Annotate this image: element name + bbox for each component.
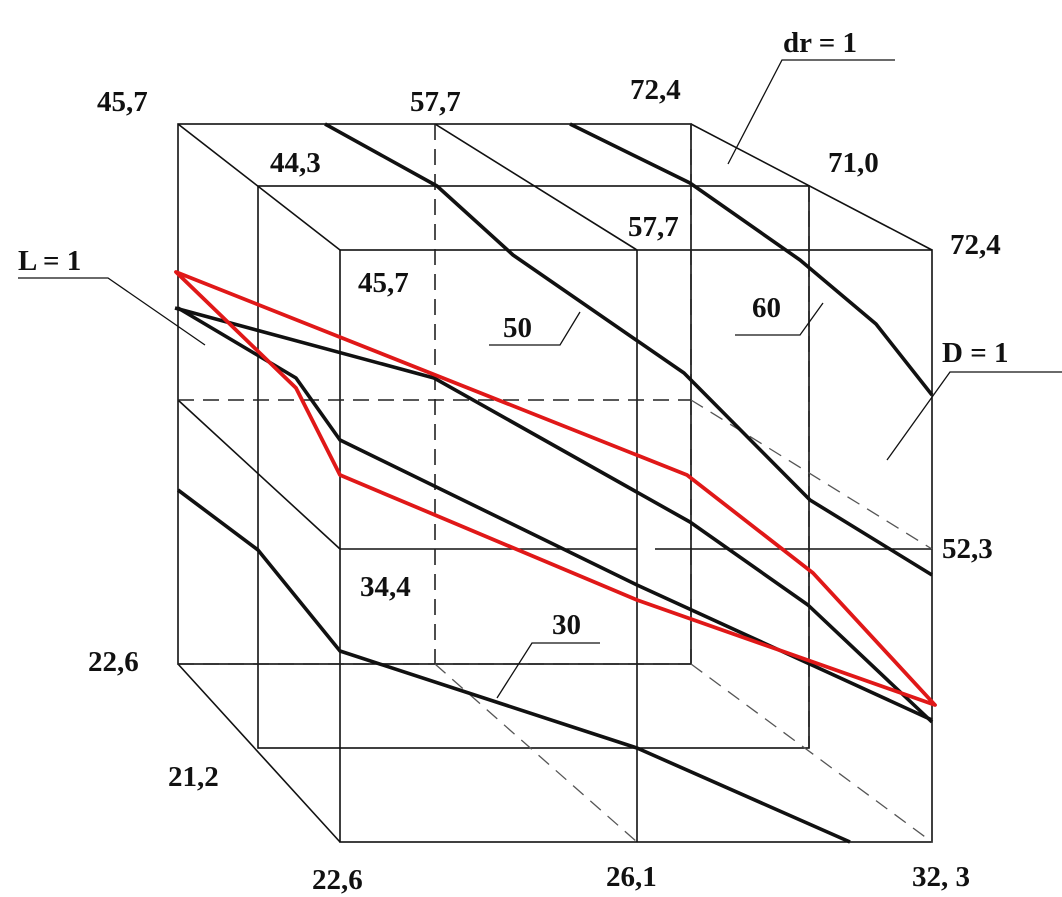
label-front-top-left: 45,7	[358, 267, 409, 299]
label-top-back-left: 45,7	[97, 86, 148, 118]
depth-edge-top-right	[690, 123, 933, 251]
label-bottom-front-right: 32, 3	[912, 861, 970, 893]
isoline-labels: 50 60 30	[503, 292, 781, 641]
label-top-front-mid: 57,7	[628, 211, 679, 243]
label-top-back-mid: 57,7	[410, 86, 461, 118]
highlight-region	[174, 270, 937, 707]
isoline-top-left	[324, 122, 933, 577]
depth-edge-top-mid	[434, 123, 638, 251]
label-isoline-50: 50	[503, 312, 532, 344]
depth-edge-bottom-left	[177, 663, 341, 843]
leader-D	[886, 371, 1062, 461]
isoline-middle	[177, 306, 933, 722]
depth-edge-left-mid	[177, 399, 341, 550]
leader-30	[496, 642, 600, 699]
label-top-mid-right: 71,0	[828, 147, 879, 179]
isoline-lower	[176, 488, 851, 844]
label-bottom-front-left: 22,6	[312, 864, 363, 896]
leader-lines	[18, 59, 1062, 699]
leader-dr	[727, 59, 895, 165]
hidden-depth-bottom-right	[690, 663, 933, 843]
depth-edge-top-left	[177, 123, 341, 251]
label-bottom-front-mid: 26,1	[606, 861, 657, 893]
leader-60	[735, 302, 824, 336]
label-left-bottom-back: 22,6	[88, 646, 139, 678]
isolines	[174, 122, 934, 844]
label-dr: dr = 1	[783, 27, 857, 59]
axis-labels: dr = 1 L = 1 D = 1	[18, 27, 1008, 369]
cube-frame	[177, 123, 933, 843]
label-D: D = 1	[942, 337, 1008, 369]
label-top-back-right: 72,4	[630, 74, 681, 106]
leader-50	[489, 311, 581, 346]
isoline-upper	[174, 306, 934, 724]
label-top-mid-left: 44,3	[270, 147, 321, 179]
label-left-bottom-mid: 21,2	[168, 761, 219, 793]
label-front-mid-right: 52,3	[942, 533, 993, 565]
label-top-front-right: 72,4	[950, 229, 1001, 261]
label-L: L = 1	[18, 245, 81, 277]
leader-L	[18, 277, 206, 346]
hidden-depth-mid-right	[690, 399, 933, 550]
label-isoline-30: 30	[552, 609, 581, 641]
label-isoline-60: 60	[752, 292, 781, 324]
vertex-labels: 45,7 57,7 72,4 44,3 71,0 57,7 72,4 45,7 …	[88, 74, 1001, 896]
hidden-lines	[178, 124, 933, 843]
label-front-mid-left: 34,4	[360, 571, 411, 603]
isoline-top-right	[569, 122, 934, 397]
